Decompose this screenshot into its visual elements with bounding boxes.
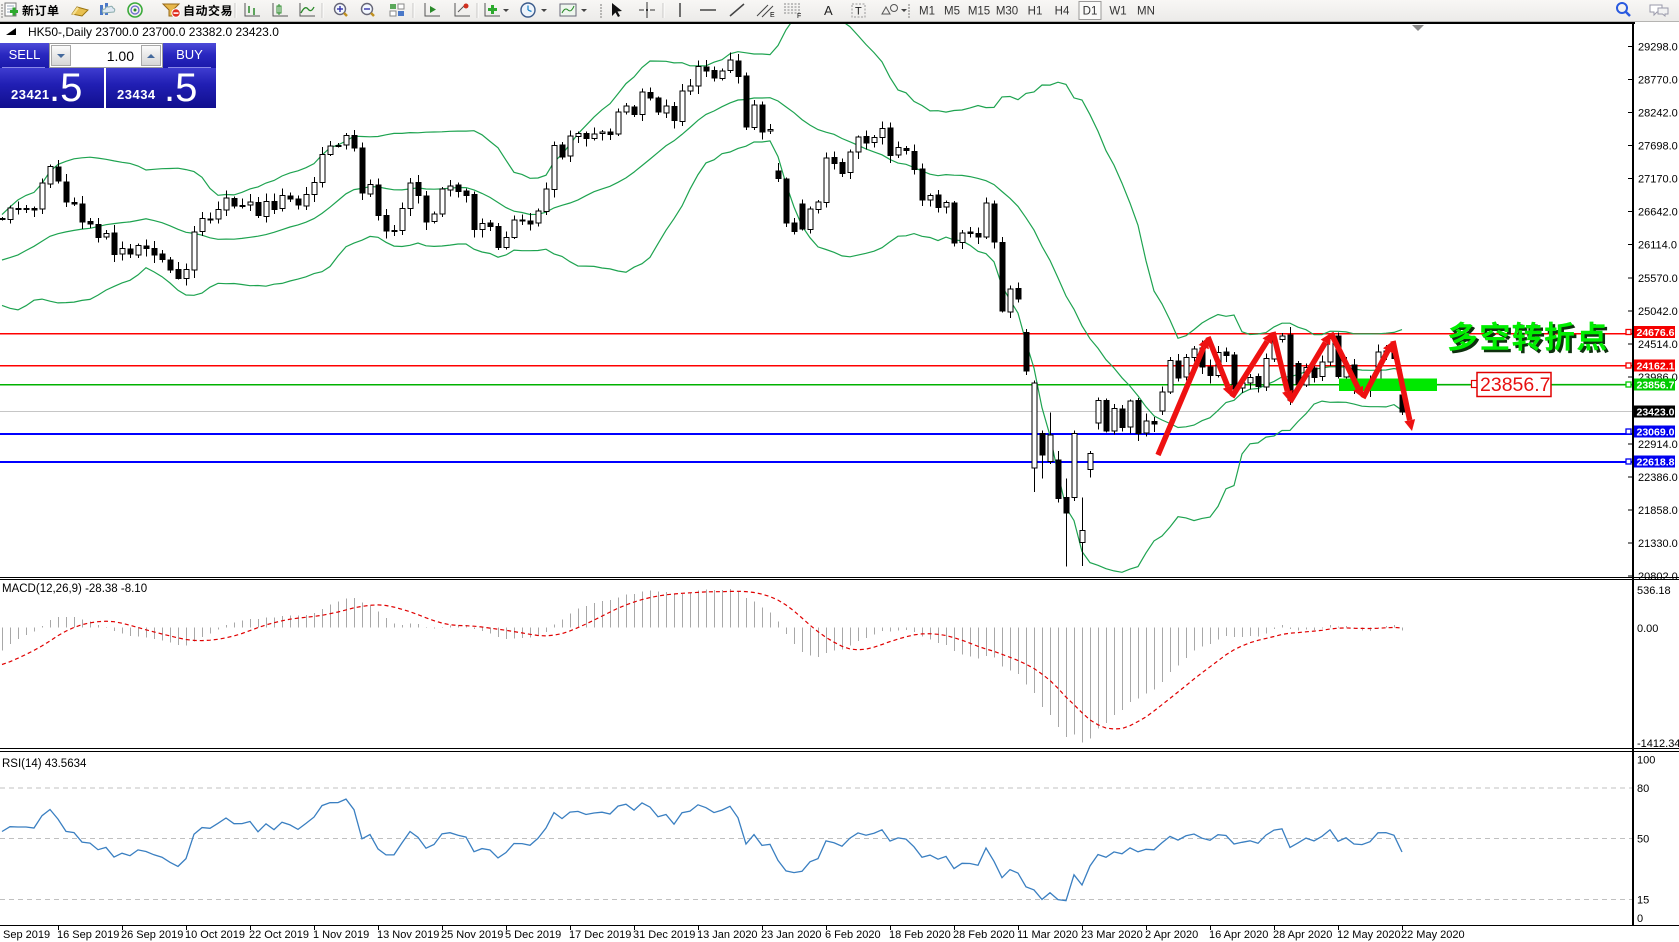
svg-text:26114.0: 26114.0 <box>1638 240 1677 252</box>
svg-text:25570.0: 25570.0 <box>1638 273 1678 285</box>
svg-text:27698.0: 27698.0 <box>1638 141 1678 153</box>
svg-text:21330.0: 21330.0 <box>1638 538 1678 550</box>
svg-text:23 Mar 2020: 23 Mar 2020 <box>1081 929 1143 941</box>
svg-text:536.18: 536.18 <box>1637 585 1671 597</box>
svg-text:1 Nov 2019: 1 Nov 2019 <box>313 929 369 941</box>
svg-text:T: T <box>855 6 862 18</box>
svg-text:0: 0 <box>1637 913 1643 925</box>
svg-text:-1412.34: -1412.34 <box>1637 738 1679 750</box>
svg-text:MN: MN <box>1137 6 1155 18</box>
svg-text:22386.0: 22386.0 <box>1638 472 1678 484</box>
svg-text:M15: M15 <box>968 6 990 18</box>
svg-text:24676.6: 24676.6 <box>1637 327 1675 339</box>
svg-text:16 Sep 2019: 16 Sep 2019 <box>57 929 119 941</box>
svg-text:18 Feb 2020: 18 Feb 2020 <box>889 929 951 941</box>
svg-text:29298.0: 29298.0 <box>1638 42 1678 54</box>
svg-text:W1: W1 <box>1109 6 1126 18</box>
svg-text:28770.0: 28770.0 <box>1638 75 1678 87</box>
svg-text:6 Feb 2020: 6 Feb 2020 <box>825 929 881 941</box>
svg-text:HK50-,Daily 23700.0 23700.0 2: HK50-,Daily 23700.0 23700.0 23382.0 2342… <box>28 25 279 39</box>
svg-text:22914.0: 22914.0 <box>1638 439 1678 451</box>
svg-text:22618.8: 22618.8 <box>1637 457 1675 469</box>
svg-text:27170.0: 27170.0 <box>1638 174 1678 186</box>
svg-text:28 Apr 2020: 28 Apr 2020 <box>1273 929 1332 941</box>
svg-text:22 May 2020: 22 May 2020 <box>1401 929 1465 941</box>
svg-text:0.00: 0.00 <box>1637 623 1658 635</box>
svg-text:23 Jan 2020: 23 Jan 2020 <box>761 929 822 941</box>
svg-text:20802.0: 20802.0 <box>1638 571 1678 583</box>
svg-text:13 Jan 2020: 13 Jan 2020 <box>697 929 758 941</box>
svg-text:24162.1: 24162.1 <box>1637 361 1675 373</box>
svg-text:21858.0: 21858.0 <box>1638 505 1678 517</box>
svg-text:5 Dec 2019: 5 Dec 2019 <box>505 929 561 941</box>
svg-text:MACD(12,26,9) -28.38 -8.10: MACD(12,26,9) -28.38 -8.10 <box>2 583 147 595</box>
svg-text:23423.0: 23423.0 <box>1637 407 1675 419</box>
svg-text:Sep 2019: Sep 2019 <box>3 929 50 941</box>
svg-text:H1: H1 <box>1028 6 1043 18</box>
svg-text:31 Dec 2019: 31 Dec 2019 <box>633 929 695 941</box>
svg-text:50: 50 <box>1637 834 1649 846</box>
svg-text:A: A <box>824 3 833 18</box>
svg-text:M30: M30 <box>996 6 1018 18</box>
svg-text:E: E <box>770 12 775 19</box>
svg-text:17 Dec 2019: 17 Dec 2019 <box>569 929 631 941</box>
svg-text:M1: M1 <box>919 6 935 18</box>
svg-text:26 Sep 2019: 26 Sep 2019 <box>121 929 183 941</box>
svg-text:15: 15 <box>1637 895 1649 907</box>
svg-text:23856.7: 23856.7 <box>1480 374 1551 396</box>
svg-text:25042.0: 25042.0 <box>1638 306 1678 318</box>
svg-text:12 May 2020: 12 May 2020 <box>1337 929 1401 941</box>
svg-text:80: 80 <box>1637 783 1649 795</box>
svg-text:23856.7: 23856.7 <box>1637 380 1675 392</box>
svg-text:23069.0: 23069.0 <box>1637 427 1675 439</box>
svg-text:26642.0: 26642.0 <box>1638 207 1678 219</box>
svg-text:F: F <box>797 13 801 20</box>
svg-text:M5: M5 <box>944 6 960 18</box>
svg-text:RSI(14) 43.5634: RSI(14) 43.5634 <box>2 758 87 770</box>
svg-text:16 Apr 2020: 16 Apr 2020 <box>1209 929 1268 941</box>
svg-text:24514.0: 24514.0 <box>1638 339 1678 351</box>
svg-text:10 Oct 2019: 10 Oct 2019 <box>185 929 245 941</box>
svg-text:28242.0: 28242.0 <box>1638 108 1678 120</box>
svg-text:28 Feb 2020: 28 Feb 2020 <box>953 929 1015 941</box>
svg-text:11 Mar 2020: 11 Mar 2020 <box>1017 929 1078 941</box>
svg-text:D1: D1 <box>1083 6 1098 18</box>
svg-text:100: 100 <box>1637 755 1655 767</box>
svg-text:22 Oct 2019: 22 Oct 2019 <box>249 929 309 941</box>
svg-text:2 Apr 2020: 2 Apr 2020 <box>1145 929 1198 941</box>
svg-text:25 Nov 2019: 25 Nov 2019 <box>441 929 503 941</box>
svg-text:H4: H4 <box>1055 6 1070 18</box>
svg-text:13 Nov 2019: 13 Nov 2019 <box>377 929 439 941</box>
